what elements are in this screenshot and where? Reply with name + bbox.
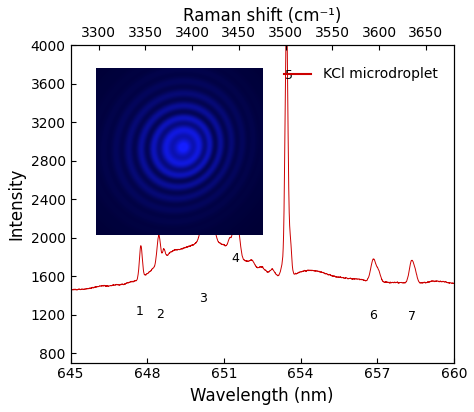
Y-axis label: Intensity: Intensity <box>7 168 25 240</box>
Text: 6: 6 <box>369 309 377 322</box>
X-axis label: Wavelength (nm): Wavelength (nm) <box>191 387 334 405</box>
Text: 4: 4 <box>231 252 239 265</box>
Text: 5: 5 <box>285 69 293 82</box>
Legend: KCl microdroplet: KCl microdroplet <box>278 62 443 87</box>
X-axis label: Raman shift (cm⁻¹): Raman shift (cm⁻¹) <box>183 7 341 25</box>
Text: 2: 2 <box>156 308 164 321</box>
Text: 1: 1 <box>136 305 143 318</box>
Text: 3: 3 <box>200 293 208 305</box>
Text: 7: 7 <box>408 310 416 323</box>
